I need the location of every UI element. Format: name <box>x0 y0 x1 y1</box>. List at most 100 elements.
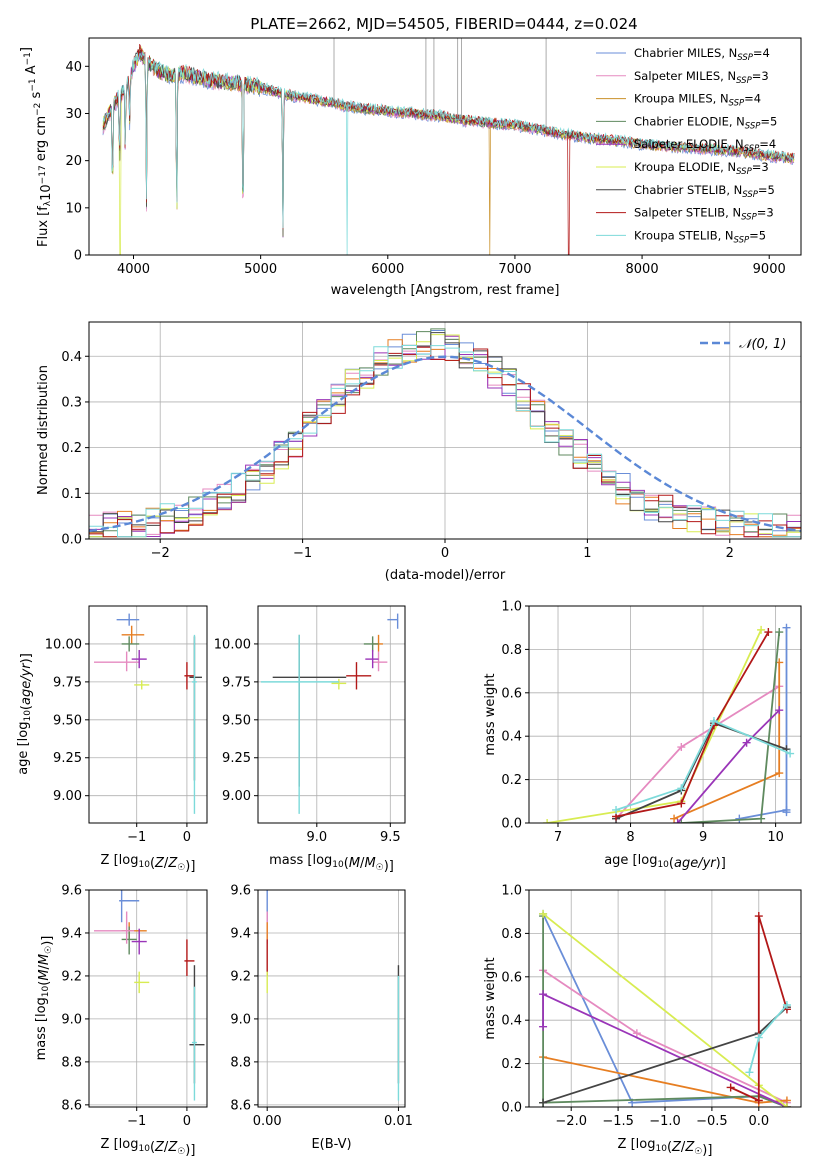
x-tick-label: −1 <box>293 546 312 561</box>
y-axis-label: Flux [fλ10−17 erg cm−2 s−1 A−1] <box>19 47 54 247</box>
y-tick-label: 40 <box>65 60 82 75</box>
x-tick-label: 6000 <box>371 262 404 277</box>
x-tick-label: 0 <box>183 830 191 845</box>
panel-weight_vs_age: 7 8 9 10 0.0 0.2 0.4 0.6 0.8 1.0 age [log10(age/yr… <box>483 600 802 871</box>
x-tick-label: 9.0 <box>306 830 327 845</box>
y-axis-label: mass weight <box>483 957 498 1039</box>
plot-area <box>102 38 795 255</box>
panel-mass_vs_Z: −1 0 8.6 8.8 9.0 9.2 9.4 9.6 Z [log10(Z/Z☉)] mass… <box>34 884 208 1158</box>
weight-line <box>730 915 788 1102</box>
panel-weight_vs_Z: −2.0 −1.5 −1.0 −0.5 0.0 0.0 0.2 0.4 0.6 0.8 1.0 Z [… <box>483 884 802 1158</box>
figure-title: PLATE=2662, MJD=54505, FIBERID=0444, z=0… <box>250 15 637 33</box>
y-tick-label: 0.2 <box>501 773 522 788</box>
weight-marker <box>632 1029 641 1038</box>
x-tick-label: −1.0 <box>649 1114 681 1129</box>
x-tick-label: 5000 <box>244 262 277 277</box>
x-tick-label: 7000 <box>498 262 531 277</box>
legend-label: Chabrier STELIB, NSSP=5 <box>634 183 775 200</box>
spectrum-line <box>102 44 795 255</box>
panel-spectrum: 4000 5000 6000 7000 8000 9000 0 10 20 30 40 Chabrie… <box>19 37 802 298</box>
y-tick-label: 9.00 <box>222 789 251 804</box>
y-tick-label: 9.4 <box>61 926 82 941</box>
plot-area <box>543 623 795 823</box>
y-tick-label: 0.0 <box>501 817 522 832</box>
y-tick-label: 0.4 <box>61 350 82 365</box>
weight-marker <box>677 743 686 752</box>
x-tick-label: 9.5 <box>380 830 401 845</box>
x-tick-label: 0.0 <box>748 1114 769 1129</box>
y-tick-label: 20 <box>65 154 82 169</box>
y-axis-label: age [log10(age/yr)] <box>16 653 34 775</box>
axes-frame <box>88 37 802 256</box>
panel-mass_vs_ebv: 0.00 0.01 8.6 8.8 9.0 9.2 9.4 9.6 E(B-V) <box>230 884 413 1153</box>
x-tick-label: 0 <box>183 1114 191 1129</box>
legend-label: Kroupa MILES, NSSP=4 <box>634 92 761 109</box>
y-tick-label: 1.0 <box>501 600 522 615</box>
x-axis-label: age [log10(age/yr)] <box>604 853 726 871</box>
panel-residuals: −2 −1 0 1 2 0.0 0.1 0.2 0.3 0.4 𝒩(0, 1) (data-model… <box>36 321 802 583</box>
weight-marker <box>745 1068 754 1077</box>
x-tick-label: −2 <box>151 546 170 561</box>
y-tick-label: 0.2 <box>501 1057 522 1072</box>
weight-marker <box>775 706 784 715</box>
x-axis-label: wavelength [Angstrom, rest frame] <box>331 283 560 298</box>
weight-line <box>615 719 791 811</box>
plot-area <box>94 613 202 814</box>
legend-label: 𝒩(0, 1) <box>739 337 786 352</box>
x-axis-label: mass [log10(M/M☉)] <box>269 853 394 874</box>
y-tick-label: 9.25 <box>53 751 82 766</box>
y-tick-label: 10.00 <box>45 637 82 652</box>
weight-line <box>615 631 770 818</box>
histogram-step <box>89 346 801 538</box>
normal-curve <box>89 355 801 533</box>
plot-area <box>266 890 400 1101</box>
axes-frame <box>88 889 208 1108</box>
y-tick-label: 0.6 <box>501 686 522 701</box>
spectrum-line <box>102 45 795 255</box>
y-tick-label: 0.3 <box>61 395 82 410</box>
y-tick-label: 0.1 <box>61 487 82 502</box>
weight-marker <box>757 814 766 823</box>
legend-label: Chabrier ELODIE, NSSP=5 <box>634 114 777 131</box>
y-tick-label: 9.6 <box>61 884 82 899</box>
y-tick-label: 0.0 <box>501 1101 522 1116</box>
y-tick-label: 9.50 <box>222 713 251 728</box>
plot-area <box>539 909 791 1107</box>
weight-marker <box>612 805 621 814</box>
weight-marker <box>754 1096 763 1105</box>
weight-marker <box>677 799 686 808</box>
y-tick-label: 8.6 <box>61 1098 82 1113</box>
legend-label: Kroupa ELODIE, NSSP=3 <box>634 160 769 177</box>
x-tick-label: −1.5 <box>602 1114 634 1129</box>
plot-area <box>260 613 399 814</box>
legend-label: Kroupa STELIB, NSSP=5 <box>634 228 766 245</box>
x-tick-label: 0 <box>441 546 449 561</box>
y-tick-label: 9.2 <box>61 969 82 984</box>
panel-age_vs_mass: 9.0 9.5 9.00 9.25 9.50 9.75 10.00 mass [log10(M… <box>214 605 406 874</box>
y-tick-label: 1.0 <box>501 884 522 899</box>
x-axis-label: (data-model)/error <box>385 568 506 583</box>
y-tick-label: 9.00 <box>53 789 82 804</box>
weight-marker <box>754 1033 763 1042</box>
axes-frame <box>257 605 406 824</box>
y-tick-label: 0.2 <box>61 441 82 456</box>
y-tick-label: 0 <box>74 249 82 264</box>
x-tick-label: 8000 <box>626 262 659 277</box>
weight-marker <box>742 738 751 747</box>
x-tick-label: −2.0 <box>555 1114 587 1129</box>
x-tick-label: 2 <box>726 546 734 561</box>
weight-marker <box>539 1098 548 1107</box>
y-tick-label: 8.8 <box>61 1055 82 1070</box>
legend: 𝒩(0, 1) <box>700 337 786 352</box>
y-tick-label: 10 <box>65 201 82 216</box>
weight-marker <box>757 625 766 634</box>
weight-marker <box>726 1083 735 1092</box>
x-tick-label: 4000 <box>117 262 150 277</box>
x-tick-label: −0.5 <box>696 1114 728 1129</box>
x-axis-label: Z [log10(Z/Z☉)] <box>618 1137 713 1158</box>
y-tick-label: 0.0 <box>61 533 82 548</box>
weight-marker <box>709 717 718 726</box>
weight-marker <box>775 769 784 778</box>
y-axis-label: Normed distribution <box>36 365 51 495</box>
spectrum-line <box>102 51 795 255</box>
